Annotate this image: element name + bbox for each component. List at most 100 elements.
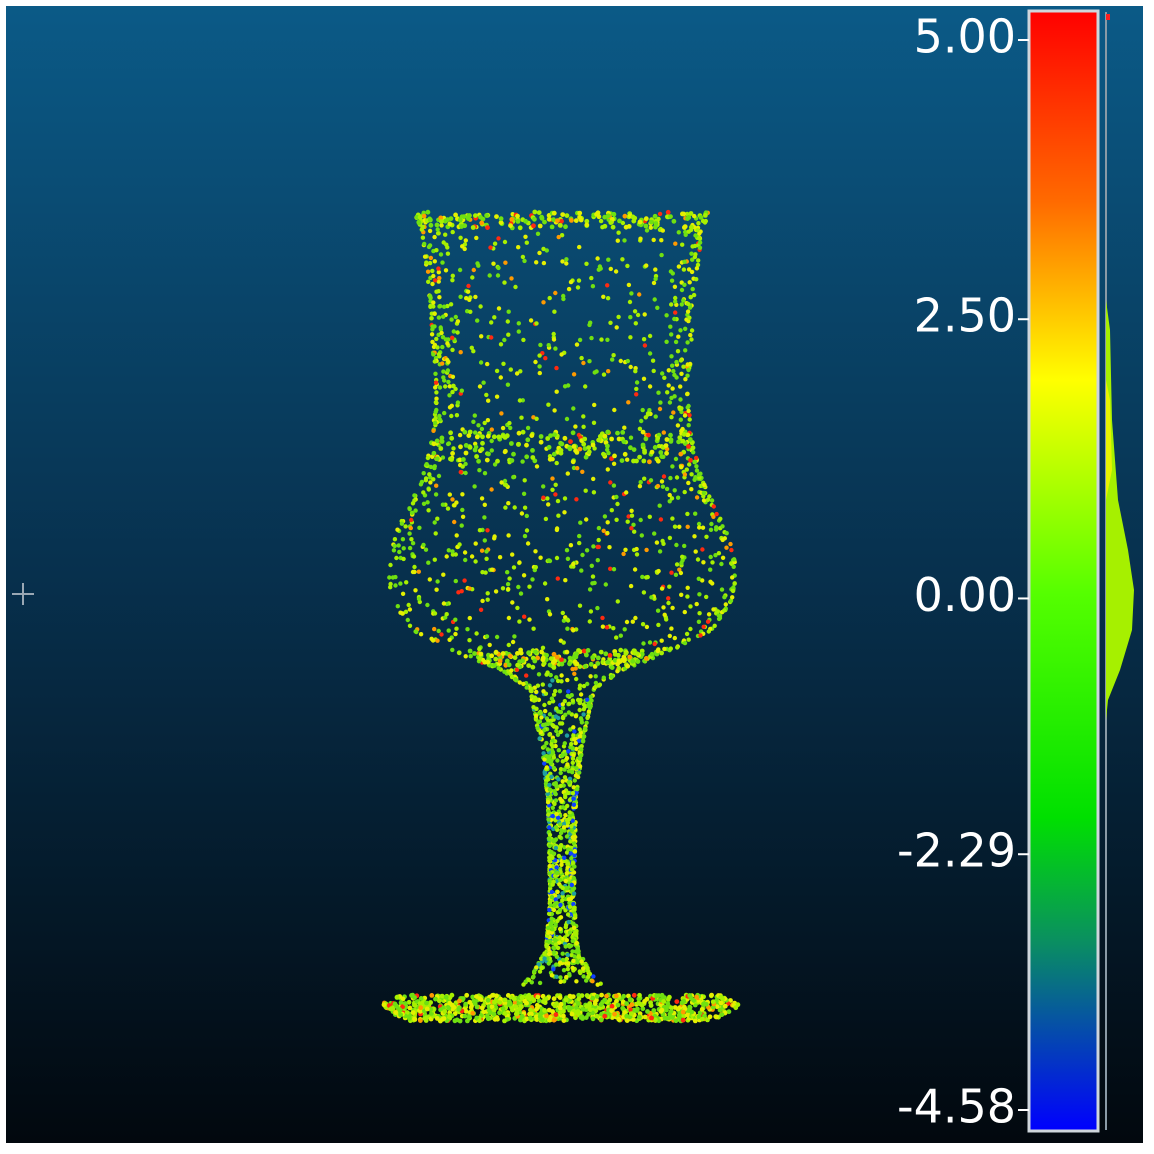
point bbox=[621, 439, 627, 445]
point bbox=[550, 882, 555, 887]
point bbox=[577, 770, 582, 775]
point bbox=[707, 494, 712, 499]
point bbox=[711, 504, 716, 509]
point bbox=[636, 1000, 641, 1006]
point bbox=[531, 974, 536, 979]
point bbox=[565, 820, 571, 825]
point bbox=[661, 605, 666, 610]
point bbox=[560, 715, 566, 721]
point bbox=[630, 214, 636, 220]
point bbox=[655, 435, 661, 441]
point bbox=[470, 994, 476, 1000]
point bbox=[653, 276, 658, 282]
point bbox=[442, 410, 447, 416]
point bbox=[538, 342, 543, 348]
point bbox=[681, 432, 687, 437]
point bbox=[541, 689, 546, 694]
point bbox=[683, 348, 688, 353]
point bbox=[674, 475, 680, 480]
point bbox=[580, 738, 586, 743]
point bbox=[432, 311, 437, 316]
point bbox=[642, 343, 648, 348]
point bbox=[574, 676, 579, 682]
point bbox=[485, 528, 490, 533]
point bbox=[546, 809, 551, 814]
point bbox=[574, 979, 579, 984]
point bbox=[612, 652, 618, 657]
point bbox=[586, 449, 592, 455]
point bbox=[604, 993, 609, 999]
point bbox=[479, 548, 485, 553]
point bbox=[407, 506, 412, 512]
point bbox=[615, 1002, 621, 1008]
point bbox=[668, 214, 673, 220]
point bbox=[666, 600, 671, 606]
point bbox=[623, 547, 628, 552]
point bbox=[544, 652, 549, 658]
point bbox=[637, 219, 643, 225]
point bbox=[558, 729, 563, 735]
color-scale-bar bbox=[1027, 9, 1100, 1133]
point bbox=[531, 626, 536, 631]
point bbox=[475, 318, 480, 323]
point bbox=[564, 733, 570, 738]
point bbox=[642, 1014, 648, 1020]
point bbox=[489, 487, 494, 492]
point bbox=[531, 698, 537, 703]
point bbox=[427, 260, 433, 266]
point bbox=[505, 669, 510, 674]
point bbox=[441, 1016, 447, 1021]
point bbox=[463, 654, 468, 659]
point bbox=[455, 330, 460, 335]
point bbox=[673, 295, 678, 301]
point bbox=[633, 615, 638, 621]
point bbox=[431, 352, 436, 357]
point bbox=[574, 497, 579, 502]
point bbox=[565, 626, 570, 631]
point bbox=[417, 1008, 423, 1014]
point bbox=[655, 305, 660, 310]
point bbox=[697, 240, 703, 245]
point bbox=[443, 232, 448, 237]
point bbox=[708, 554, 713, 560]
point bbox=[608, 480, 613, 485]
point bbox=[641, 376, 647, 381]
scale-tick-label: -4.58 bbox=[897, 1080, 1016, 1134]
point bbox=[705, 497, 711, 502]
point bbox=[553, 825, 559, 830]
point bbox=[505, 993, 511, 998]
point bbox=[474, 235, 479, 241]
point bbox=[541, 728, 547, 733]
point bbox=[522, 614, 527, 619]
point bbox=[670, 605, 675, 611]
point bbox=[614, 494, 619, 500]
point bbox=[571, 444, 577, 449]
point bbox=[565, 967, 570, 972]
point bbox=[544, 672, 549, 677]
point bbox=[722, 1003, 728, 1009]
point bbox=[657, 503, 662, 508]
point bbox=[584, 548, 590, 553]
point bbox=[450, 374, 456, 379]
point bbox=[557, 926, 563, 932]
point bbox=[518, 650, 524, 656]
point bbox=[687, 462, 692, 467]
point bbox=[656, 568, 661, 574]
point bbox=[567, 797, 573, 803]
point bbox=[629, 1002, 635, 1007]
point bbox=[554, 1001, 559, 1006]
point bbox=[494, 993, 499, 999]
point bbox=[684, 1012, 690, 1018]
point bbox=[551, 967, 556, 972]
point bbox=[728, 598, 734, 603]
point bbox=[533, 713, 539, 718]
point bbox=[407, 531, 412, 536]
point bbox=[693, 233, 698, 238]
point bbox=[609, 436, 614, 442]
point bbox=[574, 932, 579, 937]
point bbox=[474, 454, 479, 459]
point bbox=[577, 533, 582, 539]
point bbox=[551, 765, 557, 771]
point bbox=[532, 216, 537, 222]
point bbox=[412, 1016, 417, 1022]
